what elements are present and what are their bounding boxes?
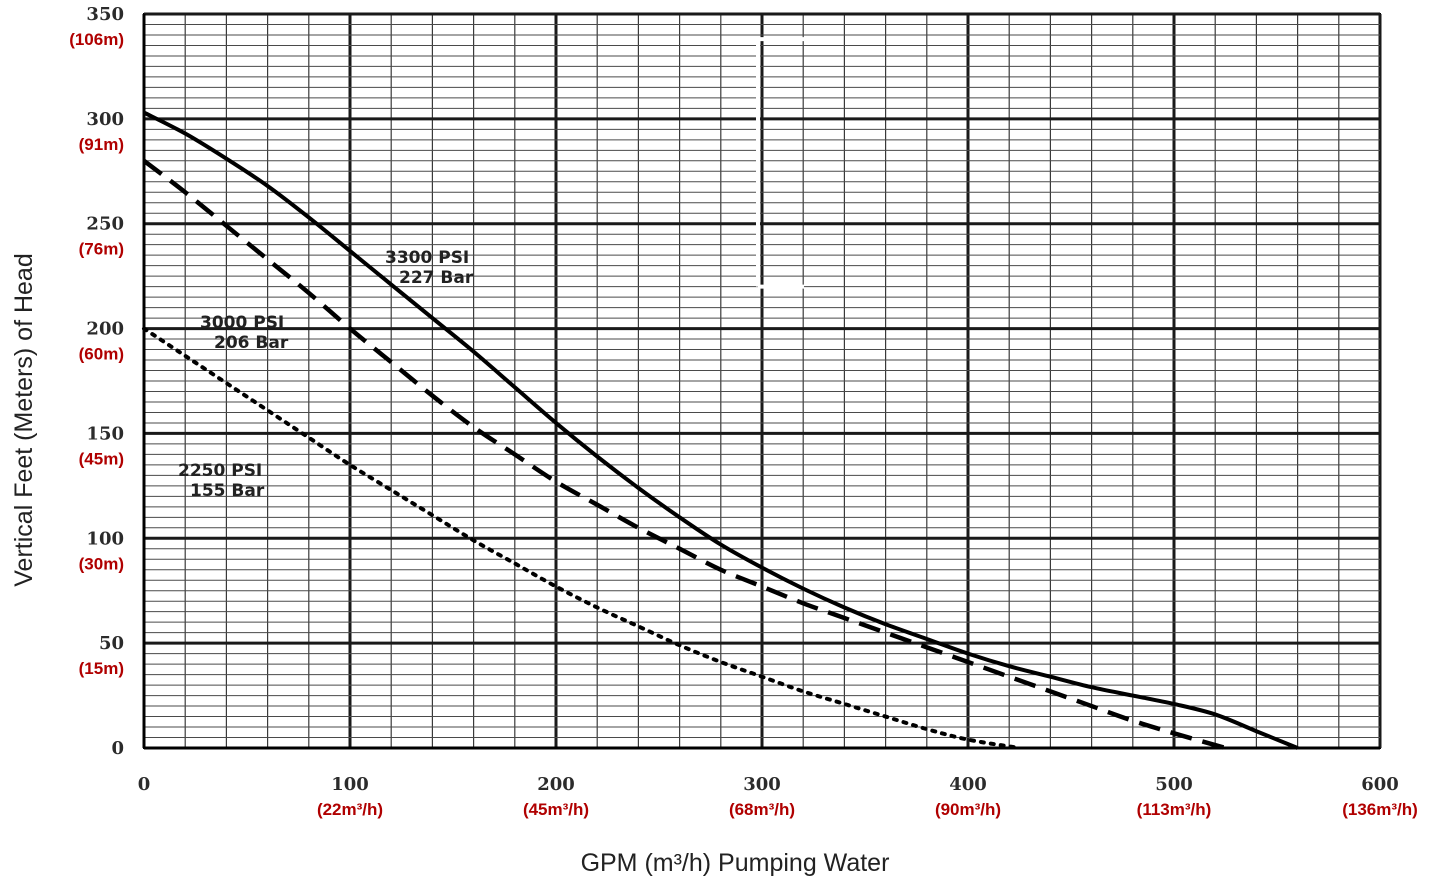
x-tick-metric-label: (136m³/h) — [1342, 800, 1418, 819]
y-tick-label: 100 — [86, 528, 124, 549]
annotation-bracket — [756, 37, 804, 289]
x-tick-label: 600 — [1361, 774, 1399, 795]
chart-grid — [142, 12, 1382, 750]
y-tick-label: 300 — [86, 109, 124, 130]
series-line-dashed — [142, 159, 1227, 751]
y-tick-label: 200 — [86, 319, 124, 340]
series-line-solid — [143, 110, 1299, 750]
series-line-dotted — [142, 326, 1022, 750]
x-tick-metric-label: (68m³/h) — [729, 800, 795, 819]
y-tick-metric-label: (76m) — [79, 240, 124, 259]
x-tick-metric-label: (113m³/h) — [1137, 800, 1212, 819]
x-tick-metric-label: (22m³/h) — [317, 800, 383, 819]
axis-tick-labels: 0 100 (22m³/h) 200 (45m³/h) 300 (68m³/h) 400 (90… — [69, 4, 1418, 819]
x-tick-metric-label: (45m³/h) — [523, 800, 589, 819]
y-tick-metric-label: (15m) — [79, 659, 124, 678]
x-axis-title: GPM (m³/h) Pumping Water — [581, 849, 890, 877]
y-tick-label: 350 — [86, 4, 124, 25]
x-tick-label: 200 — [537, 774, 575, 795]
series-label-dotted: 155 Bar — [190, 481, 265, 501]
x-tick-label: 400 — [949, 774, 987, 795]
y-tick-label: 150 — [86, 423, 124, 444]
series-label-dotted: 2250 PSI — [178, 461, 262, 481]
x-tick-label: 500 — [1155, 774, 1193, 795]
y-tick-label: 50 — [99, 633, 124, 654]
y-tick-label: 250 — [86, 214, 124, 235]
y-tick-label: 0 — [111, 738, 124, 759]
x-tick-label: 100 — [331, 774, 369, 795]
y-tick-metric-label: (91m) — [79, 135, 124, 154]
y-tick-metric-label: (60m) — [79, 345, 124, 364]
x-tick-label: 0 — [138, 774, 151, 795]
series-lines — [142, 110, 1299, 751]
x-tick-metric-label: (90m³/h) — [935, 800, 1001, 819]
series-label-dashed: 206 Bar — [214, 333, 289, 353]
y-tick-metric-label: (30m) — [79, 554, 124, 573]
series-label-solid: 227 Bar — [399, 268, 474, 288]
y-axis-title: Vertical Feet (Meters) of Head — [10, 253, 38, 586]
x-tick-label: 300 — [743, 774, 781, 795]
y-tick-metric-label: (45m) — [79, 449, 124, 468]
series-label-solid: 3300 PSI — [385, 248, 469, 268]
y-tick-metric-label: (106m) — [69, 30, 124, 49]
series-label-dashed: 3000 PSI — [200, 313, 284, 333]
